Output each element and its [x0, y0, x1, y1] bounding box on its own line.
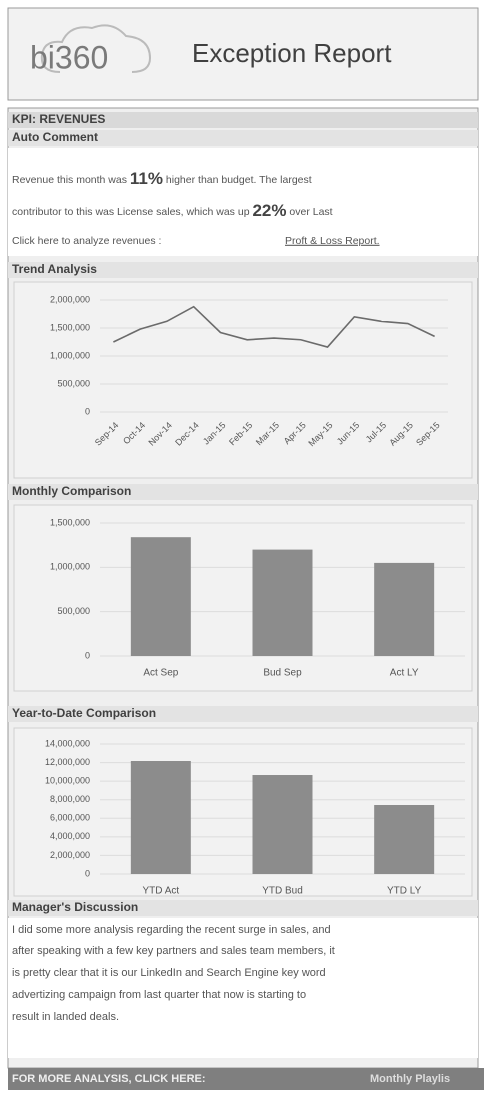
section-title: Monthly Comparison [12, 484, 131, 498]
section-bar [8, 484, 478, 500]
section-bar [8, 262, 478, 278]
section-title: Year-to-Date Comparison [12, 706, 156, 720]
report-title: Exception Report [192, 38, 392, 68]
footer-link[interactable]: Monthly Playlis [370, 1073, 450, 1085]
y-tick-label: 1,500,000 [50, 517, 90, 527]
header-box [7, 7, 479, 101]
bar [130, 537, 191, 656]
y-tick-label: 8,000,000 [50, 794, 90, 804]
y-tick-label: 1,500,000 [50, 322, 90, 332]
bar [374, 562, 435, 656]
y-tick-label: 10,000,000 [45, 776, 90, 786]
footer-prompt: FOR MORE ANALYSIS, CLICK HERE: [12, 1073, 206, 1085]
charts: Trend Analysis 0 500,000 1,000,000 1,500,000… [8, 262, 478, 897]
pl-link[interactable]: Proft & Loss Report. [285, 235, 380, 247]
y-tick-label: 6,000,000 [50, 813, 90, 823]
discussion-line: I did some more analysis regarding the r… [12, 924, 331, 936]
section-bar [8, 706, 478, 722]
y-tick-label: 12,000,000 [45, 757, 90, 767]
x-tick-label: Act LY [390, 668, 419, 679]
discussion-line: is pretty clear that it is our LinkedIn … [12, 967, 326, 979]
bar [252, 549, 313, 656]
y-tick-label: 1,000,000 [50, 562, 90, 572]
footer-bar [8, 1068, 484, 1090]
discussion-line: advertizing campaign from last quarter t… [12, 989, 306, 1001]
chart-area [13, 281, 473, 479]
y-tick-label: 500,000 [57, 378, 90, 388]
discussion-box [8, 918, 478, 1058]
comment-line: contributor to this was License sales, w… [12, 201, 333, 220]
link-prompt: Click here to analyze revenues : [12, 235, 161, 247]
discussion-line: result in landed deals. [12, 1011, 119, 1023]
x-tick-label: YTD Act [142, 886, 179, 897]
comment-line: Revenue this month was 11% higher than b… [12, 169, 312, 188]
logo: bi360 [30, 39, 108, 75]
y-tick-label: 14,000,000 [45, 738, 90, 748]
bar [374, 805, 435, 874]
section-title: Auto Comment [12, 130, 98, 144]
section-bar [8, 900, 478, 916]
bar [130, 760, 191, 874]
x-tick-label: YTD Bud [262, 886, 303, 897]
section-title: Manager's Discussion [12, 900, 138, 914]
x-tick-label: YTD LY [387, 886, 422, 897]
x-tick-label: Bud Sep [263, 668, 302, 679]
y-tick-label: 500,000 [57, 606, 90, 616]
y-tick-label: 2,000,000 [50, 294, 90, 304]
y-tick-label: 0 [85, 868, 90, 878]
y-tick-label: 0 [85, 406, 90, 416]
discussion-line: after speaking with a few key partners a… [12, 945, 335, 957]
y-tick-label: 4,000,000 [50, 831, 90, 841]
kpi-bar [8, 112, 478, 128]
logo-cloud [40, 24, 152, 73]
bar [252, 775, 313, 874]
section-bar [8, 130, 478, 146]
section-title: Trend Analysis [12, 262, 97, 276]
comment-box [8, 148, 478, 256]
y-tick-label: 0 [85, 650, 90, 660]
kpi-title: KPI: REVENUES [12, 112, 105, 126]
y-tick-label: 1,000,000 [50, 350, 90, 360]
trend-line [113, 305, 435, 348]
x-tick-label: Act Sep [143, 668, 178, 679]
y-tick-label: 2,000,000 [50, 850, 90, 860]
